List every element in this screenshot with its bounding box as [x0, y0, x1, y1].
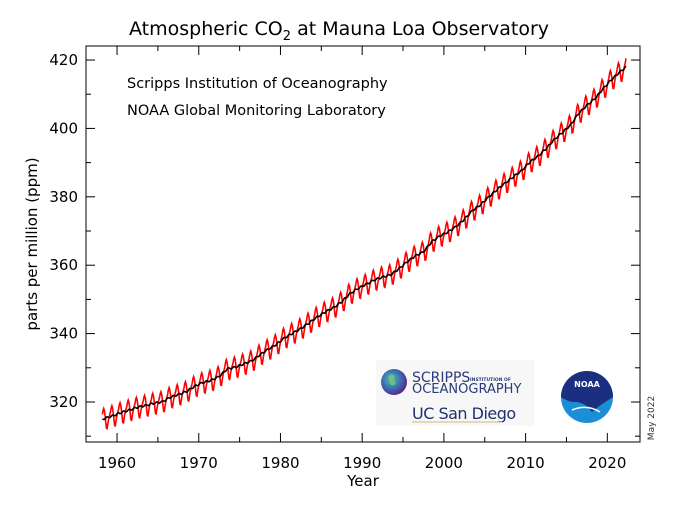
- x-tick-label: 2020: [588, 454, 626, 472]
- svg-text:INSTITUTION OF: INSTITUTION OF: [470, 377, 511, 383]
- svg-text:NOAA: NOAA: [574, 380, 600, 389]
- plot-area: 1960 1970 1980 1990 2000 2010 2020 320 340 360 380…: [49, 45, 641, 472]
- y-tick-label: 380: [49, 188, 78, 206]
- x-tick-label: 1990: [343, 454, 381, 472]
- x-tick-label: 2010: [507, 454, 545, 472]
- chart-title: Atmospheric CO2 at Mauna Loa Observatory: [129, 18, 549, 44]
- x-tick-label: 1980: [261, 454, 299, 472]
- y-tick-label: 320: [49, 393, 78, 411]
- y-tick-label: 420: [49, 51, 78, 69]
- trend-co2-line: [101, 65, 627, 421]
- annotation-scripps: Scripps Institution of Oceanography: [127, 76, 388, 92]
- scripps-ucsd-logo: SCRIPPS INSTITUTION OF OCEANOGRAPHY UC S…: [376, 360, 534, 426]
- annotation-noaa: NOAA Global Monitoring Laboratory: [127, 103, 386, 119]
- x-tick-label: 1970: [180, 454, 218, 472]
- y-tick-label: 400: [49, 119, 78, 137]
- y-tick-label: 360: [49, 256, 78, 274]
- date-note: May 2022: [647, 396, 657, 440]
- monthly-co2-line: [101, 58, 627, 430]
- x-axis-label: Year: [346, 472, 380, 490]
- svg-text:UC San Diego: UC San Diego: [412, 404, 516, 423]
- x-tick-label: 2000: [425, 454, 463, 472]
- svg-text:SCRIPPS: SCRIPPS: [412, 370, 470, 386]
- noaa-logo: NOAA: [561, 371, 613, 423]
- plot-frame: [85, 45, 641, 443]
- y-axis-label: parts per million (ppm): [23, 157, 41, 330]
- svg-text:OCEANOGRAPHY: OCEANOGRAPHY: [412, 382, 521, 397]
- x-tick-label: 1960: [98, 454, 136, 472]
- y-tick-label: 340: [49, 325, 78, 343]
